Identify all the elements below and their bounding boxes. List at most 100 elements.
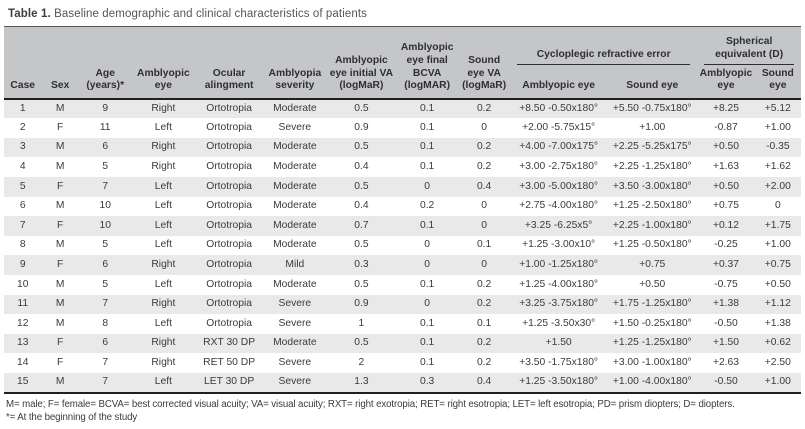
table-cell: +2.50 <box>754 353 801 373</box>
table-cell: 13 <box>4 333 42 354</box>
table-cell: +1.38 <box>697 294 755 315</box>
table-cell: 0 <box>458 255 511 275</box>
table-cell: 0 <box>458 216 511 236</box>
table-cell: 0.1 <box>396 157 459 177</box>
column-header-amblyopia-severity: Amblyopia severity <box>262 26 327 100</box>
table-cell: 4 <box>4 157 42 177</box>
table-cell: Ortotropia <box>195 196 263 217</box>
table-cell: 0.1 <box>396 118 459 138</box>
table-cell: -0.75 <box>697 274 755 295</box>
table-cell: +1.25 -1.25x180° <box>607 333 698 354</box>
table-cell: Ortotropia <box>195 274 263 295</box>
table-cell: 0 <box>396 176 459 197</box>
subcolumn-header-se-sound-eye: Sound eye <box>754 64 801 100</box>
table-cell: 0.1 <box>458 235 511 256</box>
table-cell: M <box>41 157 79 177</box>
table-cell: +2.63 <box>697 353 755 373</box>
table-cell: +1.25 -2.50x180° <box>607 196 698 217</box>
table-cell: +0.50 <box>754 274 801 295</box>
table-cell: 7 <box>78 353 132 373</box>
table-cell: +2.25 -1.00x180° <box>607 216 698 236</box>
table-cell: +1.12 <box>754 294 801 315</box>
table-row: 11 M 7 Right Ortotropia Severe 0.9 0 0.2 +3.25 -3… <box>4 294 801 315</box>
table-cell: Moderate <box>262 157 327 177</box>
table-cell: 6 <box>4 196 42 217</box>
table-cell: Moderate <box>262 98 327 119</box>
table-cell: +5.50 -0.75x180° <box>607 98 698 119</box>
table-cell: 0.2 <box>458 274 511 295</box>
footnote-asterisk: *= At the beginning of the study <box>6 411 138 423</box>
table-cell: LET 30 DP <box>195 372 263 393</box>
table-cell: 15 <box>4 372 42 393</box>
table-row: 6 M 10 Left Ortotropia Moderate 0.4 0.2 0 +2.75 -… <box>4 196 801 217</box>
table-row: 10 M 5 Left Ortotropia Moderate 0.5 0.1 0.2 +1.25… <box>4 274 801 295</box>
table-cell: +0.62 <box>754 333 801 354</box>
table-cell: +0.75 <box>754 255 801 275</box>
table-cell: Left <box>131 176 196 197</box>
table-cell: +1.50 <box>697 333 755 354</box>
table-cell: Severe <box>262 294 327 315</box>
table-cell: 8 <box>4 235 42 256</box>
group-header-cycloplegic: Cycloplegic refractive error <box>510 27 697 65</box>
table-cell: +1.75 <box>754 216 801 236</box>
table-cell: -0.35 <box>754 137 801 158</box>
table-cell: Ortotropia <box>195 157 263 177</box>
table-cell: Moderate <box>262 235 327 256</box>
table-cell: F <box>41 255 79 275</box>
table-cell: Left <box>131 274 196 295</box>
table-cell: Left <box>131 314 196 334</box>
table-cell: +0.50 <box>697 137 755 158</box>
table-cell: +8.50 -0.50x180° <box>510 98 608 119</box>
table-cell: +2.00 <box>754 176 801 197</box>
table-cell: 0.9 <box>326 118 397 138</box>
table-cell: +1.25 -0.50x180° <box>607 235 698 256</box>
table-row: 5 F 7 Left Ortotropia Moderate 0.5 0 0.4 +3.00 -5… <box>4 176 801 197</box>
table-cell: 0.5 <box>326 137 397 158</box>
table-cell: Ortotropia <box>195 235 263 256</box>
table-cell: 0.9 <box>326 294 397 315</box>
table-cell: 0.4 <box>326 157 397 177</box>
column-header-case: Case <box>4 26 42 100</box>
table-cell: +1.00 <box>754 372 801 393</box>
table-cell: +3.50 -1.75x180° <box>510 353 608 373</box>
table-cell: 7 <box>4 216 42 236</box>
table-row: 13 F 6 Right RXT 30 DP Moderate 0.5 0.1 0.2 +1.50… <box>4 333 801 354</box>
table-row: 9 F 6 Right Ortotropia Mild 0.3 0 0 +1.00 -1.25x1… <box>4 255 801 275</box>
table-row: 7 F 10 Left Ortotropia Moderate 0.7 0.1 0 +3.25 -… <box>4 216 801 236</box>
table-cell: +1.75 -1.25x180° <box>607 294 698 315</box>
table-cell: Moderate <box>262 216 327 236</box>
table-cell: +0.75 <box>607 255 698 275</box>
table-cell: +1.50 -0.25x180° <box>607 314 698 334</box>
table-cell: 0 <box>458 196 511 217</box>
table-cell: Right <box>131 137 196 158</box>
table-cell: Ortotropia <box>195 98 263 119</box>
table-cell: 0.1 <box>396 314 459 334</box>
table-cell: Left <box>131 216 196 236</box>
table-cell: 0.7 <box>326 216 397 236</box>
table-cell: 3 <box>4 137 42 158</box>
table-cell: M <box>41 372 79 393</box>
table-title-text: Baseline demographic and clinical charac… <box>50 8 368 20</box>
table-cell: +0.37 <box>697 255 755 275</box>
table-cell: Right <box>131 255 196 275</box>
table-cell: 11 <box>4 294 42 315</box>
table-cell: 2 <box>326 353 397 373</box>
table-cell: 0 <box>396 235 459 256</box>
table-cell: M <box>41 137 79 158</box>
table-cell: 0.5 <box>326 274 397 295</box>
table-cell: 10 <box>4 274 42 295</box>
table-cell: 10 <box>78 216 132 236</box>
header-sub-row: Amblyopic eye Sound eye Amblyopic eye So… <box>4 64 801 100</box>
table-cell: +1.25 -4.00x180° <box>510 274 608 295</box>
column-header-ocular-alignment: Ocular alingment <box>195 26 263 100</box>
table-cell: 11 <box>78 118 132 138</box>
table-cell: RET 50 DP <box>195 353 263 373</box>
group-header-cycloplegic-label: Cycloplegic refractive error <box>517 49 691 65</box>
table-cell: Ortotropia <box>195 314 263 334</box>
table-row: 1 M 9 Right Ortotropia Moderate 0.5 0.1 0.2 +8.50… <box>4 98 801 119</box>
table-title: Table 1. Baseline demographic and clinic… <box>4 6 801 26</box>
table-cell: M <box>41 98 79 119</box>
table-cell: Ortotropia <box>195 118 263 138</box>
table-cell: M <box>41 314 79 334</box>
